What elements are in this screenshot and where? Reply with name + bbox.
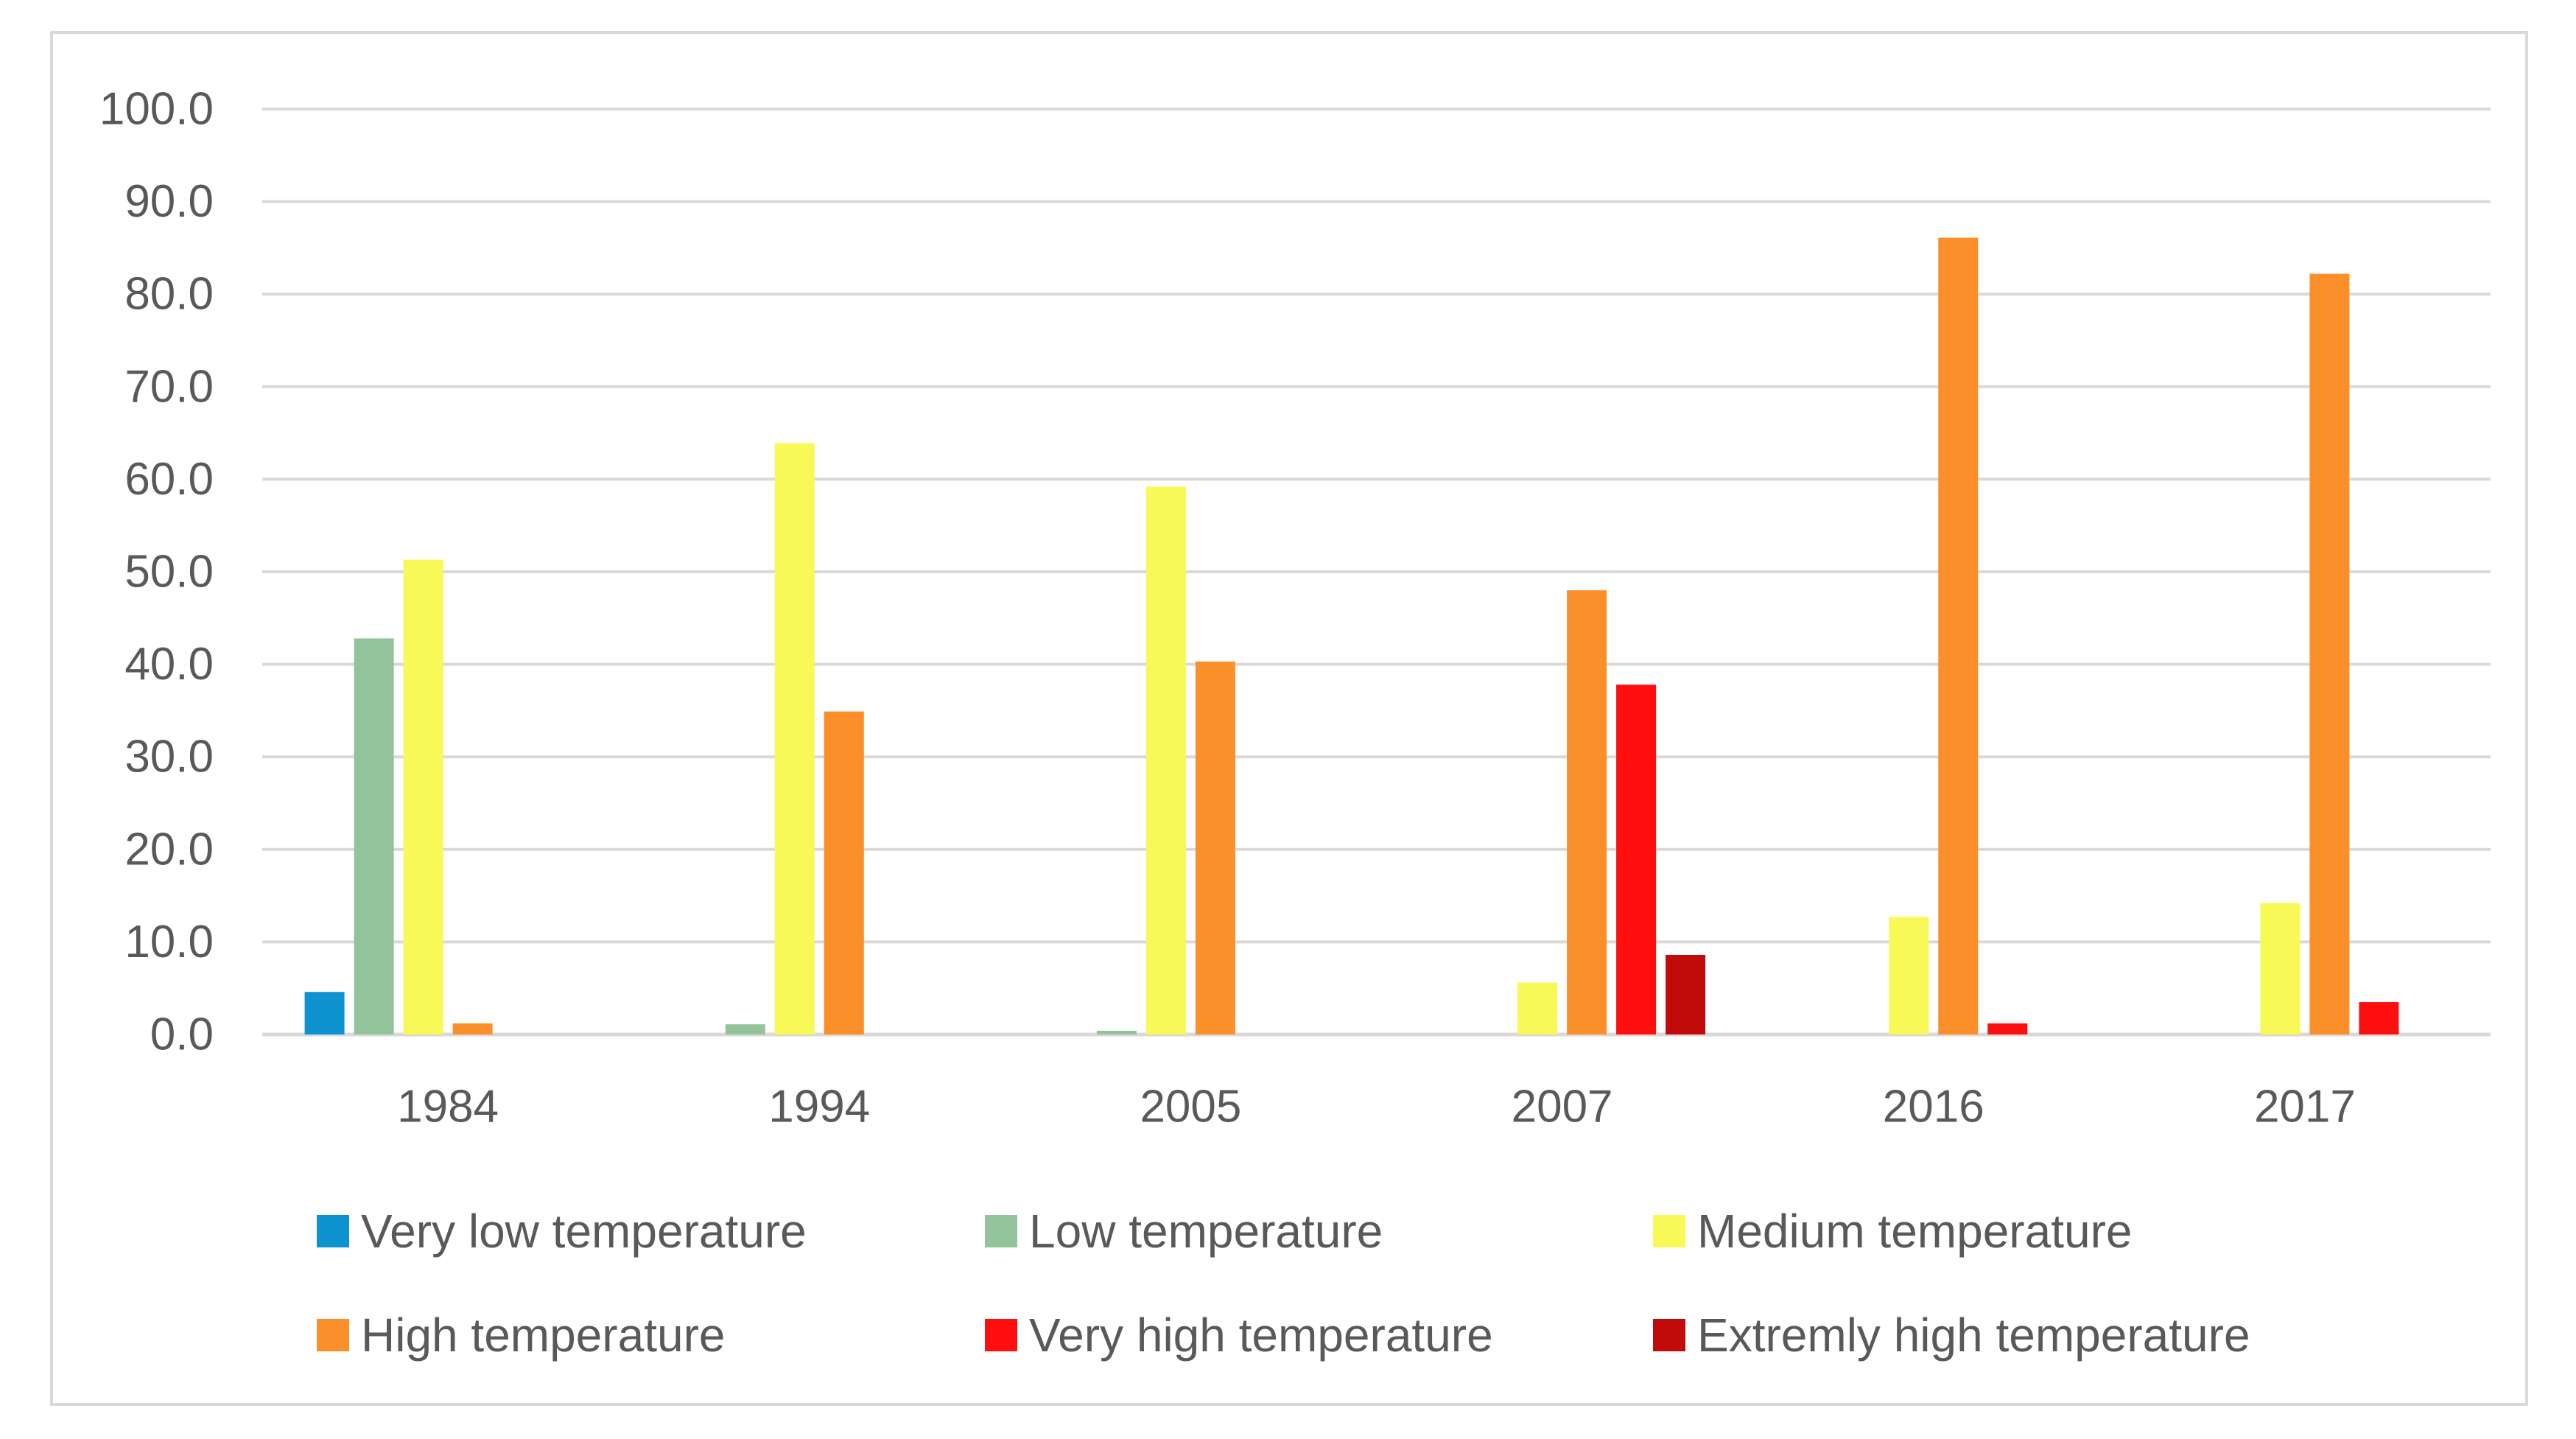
bar: [725, 1024, 765, 1034]
bar: [403, 559, 443, 1034]
bar: [774, 443, 815, 1034]
bar: [2260, 903, 2300, 1034]
bar: [2309, 273, 2350, 1034]
bar: [1195, 661, 1235, 1034]
y-tick-label: 60.0: [124, 454, 214, 505]
y-tick-label: 50.0: [124, 547, 214, 598]
legend-swatch: [985, 1319, 1017, 1351]
bar: [1987, 1023, 2028, 1034]
y-tick-label: 30.0: [124, 732, 214, 782]
legend-label: High temperature: [361, 1309, 725, 1362]
y-tick-label: 70.0: [124, 361, 214, 412]
bar: [1666, 954, 1706, 1034]
legend-item: Medium temperature: [1653, 1205, 2132, 1258]
y-tick-label: 10.0: [124, 917, 214, 967]
y-tick-label: 40.0: [124, 639, 214, 690]
bar: [1938, 237, 1979, 1035]
y-tick-label: 0.0: [150, 1009, 214, 1060]
x-tick-label: 2017: [2254, 1082, 2356, 1132]
legend-swatch: [1653, 1215, 1685, 1247]
x-tick-label: 1994: [768, 1082, 870, 1132]
legend-label: Low temperature: [1029, 1205, 1383, 1258]
legend-label: Very low temperature: [361, 1205, 807, 1258]
bar: [2359, 1002, 2399, 1034]
bar: [1616, 685, 1657, 1034]
x-axis-ticks: 1984 1994 2005 2007 2016 2017: [397, 1082, 2356, 1132]
y-tick-label: 20.0: [124, 824, 214, 875]
x-tick-label: 1984: [397, 1082, 499, 1132]
legend-item: Very low temperature: [317, 1205, 807, 1258]
bar: [1145, 486, 1186, 1034]
y-axis-ticks: 0.0 10.0 20.0 30.0 40.0 50.0 60.0 70.0 80.0 90.0 1…: [99, 84, 214, 1060]
bar: [1096, 1030, 1137, 1034]
x-tick-label: 2016: [1883, 1082, 1984, 1132]
bar: [452, 1023, 493, 1034]
y-tick-label: 90.0: [124, 176, 214, 227]
legend-item: Extremly high temperature: [1653, 1309, 2250, 1362]
legend-swatch: [317, 1319, 349, 1351]
chart-frame: [50, 31, 2528, 1406]
legend-item: Low temperature: [985, 1205, 1383, 1258]
bar: [1567, 590, 1607, 1034]
x-tick-label: 2005: [1140, 1082, 1241, 1132]
bars: [304, 237, 2399, 1035]
bar: [354, 638, 394, 1034]
legend-label: Medium temperature: [1697, 1205, 2132, 1258]
legend-item: Very high temperature: [985, 1309, 1493, 1362]
bar: [1517, 982, 1558, 1034]
legend-swatch: [985, 1215, 1017, 1247]
legend-swatch: [1653, 1319, 1685, 1351]
legend-label: Extremly high temperature: [1697, 1309, 2250, 1362]
x-tick-label: 2007: [1512, 1082, 1613, 1132]
legend-label: Very high temperature: [1029, 1309, 1493, 1362]
legend-item: High temperature: [317, 1309, 725, 1362]
bar: [304, 992, 345, 1034]
y-tick-label: 80.0: [124, 269, 214, 320]
legend: Very low temperature Low temperature Mediu…: [317, 1205, 2250, 1362]
y-tick-label: 100.0: [99, 84, 214, 135]
legend-swatch: [317, 1215, 349, 1247]
gridlines: [262, 108, 2491, 1037]
bar: [824, 711, 864, 1034]
bar: [1889, 917, 1929, 1034]
